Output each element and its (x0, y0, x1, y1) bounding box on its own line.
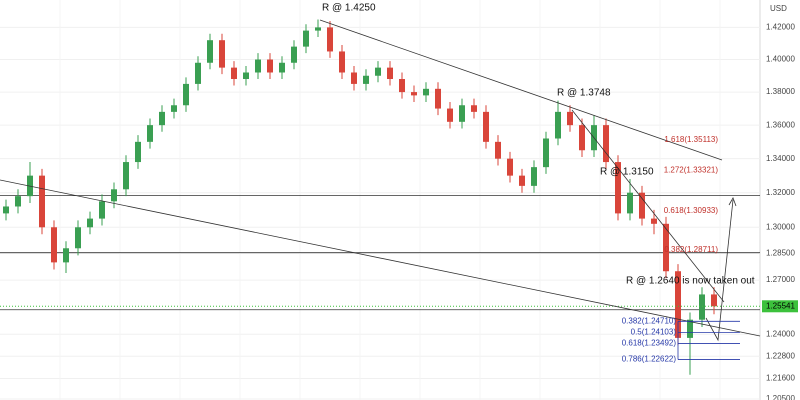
candle-body (519, 175, 525, 186)
candle-body (579, 125, 585, 151)
candle-body (315, 27, 321, 31)
candle-body (411, 92, 417, 96)
candle-body (147, 125, 153, 142)
candle-body (219, 40, 225, 68)
y-tick-label: 1.30000 (766, 222, 795, 231)
candle-body (627, 192, 633, 214)
candle-body (207, 40, 213, 63)
y-tick-label: 1.24000 (766, 329, 795, 338)
candle-body (195, 62, 201, 84)
arrow-head (728, 197, 737, 207)
fib-extension-label: 1.272(1.33321) (664, 165, 719, 174)
fib-retracement-label: 0.618(1.23492) (622, 339, 677, 348)
fib-extension-label: 1.618(1.35113) (664, 135, 718, 144)
candle-body (99, 201, 105, 219)
trendline (571, 109, 725, 303)
candle-body (159, 111, 165, 126)
candle-body (567, 111, 573, 126)
candle-body (39, 175, 45, 228)
plot (0, 0, 760, 400)
y-tick-label: 1.34000 (766, 154, 795, 163)
candle-body (651, 218, 657, 224)
trendlines (0, 19, 761, 342)
candle-body (123, 162, 129, 190)
candle-body (459, 105, 465, 122)
last-price-box (762, 300, 798, 313)
candle-body (399, 79, 405, 93)
candle-body (351, 72, 357, 84)
candle-body (711, 294, 717, 307)
fib-extension-label: 0.382(1.28711) (664, 245, 718, 254)
candle-body (699, 294, 705, 320)
candle-body (279, 62, 285, 73)
candle-body (435, 88, 441, 109)
annotation: R @ 1.3150 (600, 167, 654, 178)
candle-body (603, 125, 609, 163)
y-tick-label: 1.36000 (766, 120, 795, 129)
candle-body (447, 108, 453, 122)
y-tick-label: 1.27000 (766, 275, 795, 284)
candle-body (375, 67, 381, 76)
candle-body (363, 75, 369, 84)
candle-body (507, 158, 513, 176)
y-tick-label: 1.28500 (766, 249, 795, 258)
candle-body (495, 141, 501, 159)
y-tick-label: 1.21600 (766, 374, 795, 383)
candle-body (423, 88, 429, 96)
candle-body (171, 105, 177, 112)
candle-body (555, 111, 561, 139)
candle-body (675, 271, 681, 338)
annotation: R @ 1.4250 (322, 3, 376, 14)
candle-body (483, 111, 489, 142)
candle-body (531, 167, 537, 186)
candle-body (15, 196, 21, 207)
candle-body (471, 105, 477, 112)
fib-extension-label: 0.618(1.30933) (664, 206, 719, 215)
fib-retracement-label: 0.382(1.24710) (622, 316, 677, 325)
candle-body (339, 51, 345, 73)
candle-body (135, 141, 141, 163)
candle-body (87, 218, 93, 228)
candle-body (51, 227, 57, 263)
candle-body (255, 59, 261, 73)
y-tick-label: 1.20500 (766, 394, 795, 400)
last-price-label: 1.25541 (766, 301, 795, 310)
projection-arrow (705, 199, 734, 342)
candle-body (327, 27, 333, 52)
candle-body (663, 223, 669, 272)
candle-body (291, 46, 297, 63)
candle-body (111, 189, 117, 202)
y-tick-label: 1.40000 (766, 55, 795, 64)
y-tick-label: 1.22800 (766, 351, 795, 360)
candle-body (687, 319, 693, 338)
annotation: R @ 1.2640 is now taken out (626, 276, 755, 287)
candle-body (543, 138, 549, 168)
candle-body (387, 67, 393, 80)
currency-label: USD (770, 4, 787, 13)
y-tick-label: 1.32000 (766, 188, 795, 197)
candle-body (639, 192, 645, 219)
candle-body (615, 162, 621, 214)
candle-body (3, 206, 9, 214)
annotation: R @ 1.3748 (557, 88, 611, 99)
trendline (0, 179, 761, 337)
y-tick-label: 1.38000 (766, 87, 795, 96)
candle-body (267, 59, 273, 73)
trendline (319, 19, 723, 161)
candle-body (63, 248, 69, 263)
candle-body (231, 67, 237, 80)
candle-body (243, 72, 249, 80)
candle-body (303, 30, 309, 47)
candle-body (75, 227, 81, 249)
fib-retracement-label: 0.5(1.24103) (631, 327, 677, 336)
fib-retracement-label: 0.786(1.22622) (622, 355, 677, 364)
candle-body (183, 83, 189, 106)
y-tick-label: 1.42000 (766, 23, 795, 32)
